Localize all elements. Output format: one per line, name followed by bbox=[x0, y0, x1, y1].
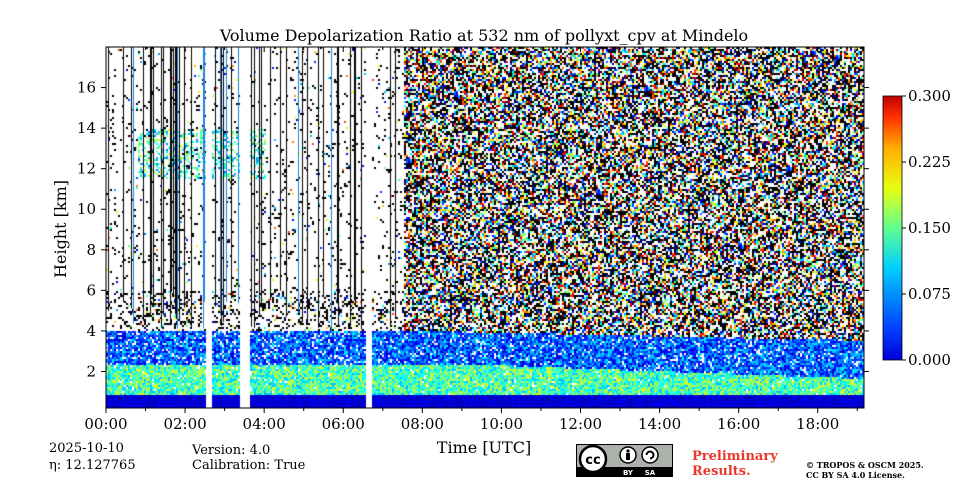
y-tick-label: 8 bbox=[86, 241, 96, 259]
y-tick-label: 16 bbox=[77, 79, 96, 97]
y-tick-label: 6 bbox=[86, 281, 96, 299]
x-tick-label: 14:00 bbox=[638, 415, 681, 433]
footer-date: 2025-10-10 bbox=[49, 441, 124, 456]
chart-title: Volume Depolarization Ratio at 532 nm of… bbox=[219, 26, 748, 45]
axes: 00:00 02:00 04:00 06:00 08:00 10:00 12:00 14:00… bbox=[77, 47, 869, 433]
colorbar-tick-label: 0.225 bbox=[908, 153, 951, 171]
x-tick-label: 04:00 bbox=[243, 415, 286, 433]
y-tick-label: 4 bbox=[86, 322, 96, 340]
license-line1: © TROPOS & OSCM 2025. bbox=[806, 460, 924, 470]
x-tick-label: 00:00 bbox=[84, 415, 127, 433]
x-tick-label: 02:00 bbox=[163, 415, 206, 433]
x-tick-label: 16:00 bbox=[717, 415, 760, 433]
colorbar-tick-label: 0.150 bbox=[908, 219, 951, 237]
preliminary-line1: Preliminary bbox=[692, 449, 778, 464]
plot-frame bbox=[105, 46, 865, 409]
colorbar-ticks: 0.000 0.075 0.150 0.225 0.300 bbox=[902, 87, 951, 369]
colorbar-tick-label: 0.000 bbox=[908, 351, 951, 369]
footer-version: Version: 4.0 bbox=[192, 443, 271, 458]
colorbar bbox=[882, 95, 903, 361]
y-tick-label: 2 bbox=[86, 362, 96, 380]
colorbar-tick-label: 0.300 bbox=[908, 87, 951, 105]
footer-eta: η: 12.127765 bbox=[49, 458, 136, 473]
y-tick-label: 10 bbox=[77, 200, 96, 218]
by-label: BY bbox=[623, 469, 634, 477]
sa-icon bbox=[641, 446, 659, 464]
x-tick-label: 08:00 bbox=[401, 415, 444, 433]
sa-label: SA bbox=[645, 469, 656, 477]
preliminary-line2: Results. bbox=[692, 464, 751, 479]
y-axis-label: Height [km] bbox=[51, 180, 70, 278]
heatmap-layer bbox=[106, 47, 864, 408]
x-tick-label: 06:00 bbox=[322, 415, 365, 433]
license-line2: CC BY SA 4.0 License. bbox=[806, 470, 905, 480]
footer-calibration: Calibration: True bbox=[192, 458, 306, 473]
x-tick-label: 12:00 bbox=[559, 415, 602, 433]
x-tick-label: 10:00 bbox=[480, 415, 523, 433]
colorbar-tick-label: 0.075 bbox=[908, 285, 951, 303]
cc-icon-label: cc bbox=[585, 453, 600, 468]
y-tick-label: 12 bbox=[77, 160, 96, 178]
cc-icon bbox=[578, 444, 608, 474]
x-axis-label: Time [UTC] bbox=[437, 438, 531, 457]
y-tick-label: 14 bbox=[77, 119, 96, 137]
x-tick-label: 18:00 bbox=[796, 415, 839, 433]
heatmap-image bbox=[106, 47, 864, 408]
cc-license-badge: cc BY SA bbox=[576, 444, 673, 477]
